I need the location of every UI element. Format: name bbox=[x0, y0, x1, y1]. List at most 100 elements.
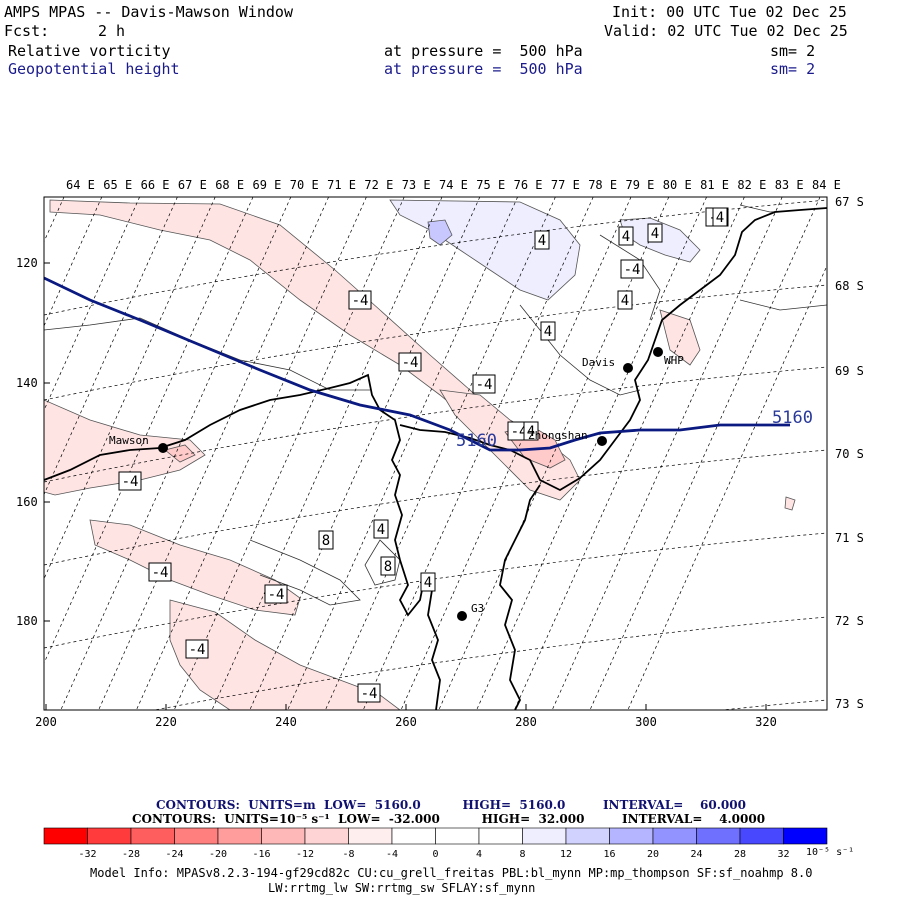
x-tick-label: 220 bbox=[155, 715, 177, 729]
longitude-label: 80 E bbox=[663, 178, 692, 192]
scale-swatch bbox=[43, 827, 88, 845]
longitude-label: 66 E bbox=[141, 178, 170, 192]
latitude-label: 71 S bbox=[835, 531, 864, 545]
field2-name: Geopotential height bbox=[8, 60, 180, 78]
longitude-label: 78 E bbox=[588, 178, 617, 192]
longitude-labels: 64 E 65 E 66 E 67 E 68 E 69 E 70 E 71 E 72 E 73 E… bbox=[66, 178, 841, 192]
svg-text:4: 4 bbox=[527, 424, 535, 440]
x-axis-ticks: 200 220 240 260 280 300 320 bbox=[35, 704, 777, 729]
scale-label: -16 bbox=[252, 849, 270, 860]
longitude-label: 69 E bbox=[253, 178, 282, 192]
x-tick-label: 240 bbox=[275, 715, 297, 729]
scale-label: 28 bbox=[734, 849, 746, 860]
meridian-line bbox=[211, 197, 443, 710]
vorticity-contour-label: 4 bbox=[712, 207, 728, 227]
station-label-mawson: Mawson bbox=[109, 434, 149, 447]
station-label-davis: Davis bbox=[582, 356, 615, 369]
station-label-zhongshan: Zhongshan bbox=[528, 429, 588, 442]
meridian-line bbox=[98, 197, 329, 710]
coastline-lambert bbox=[499, 484, 541, 710]
scale-label: -28 bbox=[122, 849, 140, 860]
scale-label: 32 bbox=[777, 849, 789, 860]
lat-lon-grid bbox=[44, 197, 827, 710]
vorticity-contour-label: -4 bbox=[264, 584, 288, 604]
meridian-line bbox=[627, 264, 827, 710]
meridian-line bbox=[60, 197, 292, 710]
station-dot-davis bbox=[623, 363, 633, 373]
longitude-label: 76 E bbox=[514, 178, 543, 192]
coastline-east bbox=[399, 207, 827, 492]
latitude-label: 69 S bbox=[835, 364, 864, 378]
svg-text:-4: -4 bbox=[402, 355, 419, 371]
scale-swatch bbox=[478, 827, 523, 845]
scale-label: 8 bbox=[519, 849, 525, 860]
scale-swatch bbox=[522, 827, 567, 845]
valid-time: Valid: 02 UTC Tue 02 Dec 25 bbox=[604, 22, 848, 40]
field1-smoothing: sm= 2 bbox=[770, 42, 816, 60]
svg-text:-4: -4 bbox=[352, 293, 369, 309]
longitude-label: 72 E bbox=[364, 178, 393, 192]
meridian-line bbox=[551, 197, 783, 710]
vorticity-contour-label: 8 bbox=[380, 556, 396, 576]
color-scale-bar: -32 -28 -24 -20 -16 -12 -8 -4 0 4 8 12 16 20 24 28 32 10… bbox=[43, 827, 854, 860]
vorticity-contour-label: -4 bbox=[472, 374, 496, 394]
longitude-label: 67 E bbox=[178, 178, 207, 192]
x-tick-label: 300 bbox=[635, 715, 657, 729]
scale-swatch bbox=[87, 827, 132, 845]
station-dot-zhongshan bbox=[597, 436, 607, 446]
contours-height-summary: CONTOURS: UNITS=m LOW= 5160.0 HIGH= 5160… bbox=[156, 798, 746, 812]
meridian-line bbox=[400, 197, 632, 710]
svg-text:4: 4 bbox=[716, 210, 724, 226]
vorticity-contour-label: -4 bbox=[348, 290, 372, 310]
vorticity-contour-label: -4 bbox=[185, 639, 209, 659]
scale-swatch bbox=[217, 827, 262, 845]
svg-text:-4: -4 bbox=[122, 474, 139, 490]
field2-smoothing: sm= 2 bbox=[770, 60, 816, 78]
scale-label: 16 bbox=[603, 849, 615, 860]
svg-text:4: 4 bbox=[377, 522, 385, 538]
scale-label: -12 bbox=[296, 849, 314, 860]
svg-text:-4: -4 bbox=[361, 686, 378, 702]
scale-label: 20 bbox=[647, 849, 659, 860]
longitude-label: 64 E bbox=[66, 178, 95, 192]
svg-text:4: 4 bbox=[622, 229, 630, 245]
latitude-labels: 67 S 68 S 69 S 70 S 71 S 72 S 73 S bbox=[835, 195, 864, 711]
latitude-label: 70 S bbox=[835, 447, 864, 461]
longitude-label: 68 E bbox=[215, 178, 244, 192]
vorticity-contour-label: -4 bbox=[357, 683, 381, 703]
height-label: 5160 bbox=[772, 408, 813, 428]
vorticity-contour-label: -4 bbox=[620, 259, 644, 279]
svg-text:8: 8 bbox=[384, 559, 392, 575]
vorticity-contour-label: 4 bbox=[617, 290, 633, 310]
scale-label: -24 bbox=[165, 849, 183, 860]
scale-label: 0 bbox=[432, 849, 438, 860]
svg-text:-4: -4 bbox=[476, 377, 493, 393]
scale-label: 4 bbox=[476, 849, 482, 860]
longitude-label: 82 E bbox=[737, 178, 766, 192]
vorticity-contour-label: 8 bbox=[318, 530, 334, 550]
svg-text:4: 4 bbox=[538, 233, 546, 249]
longitude-label: 83 E bbox=[775, 178, 804, 192]
scale-label: -4 bbox=[386, 849, 398, 860]
scale-label: -8 bbox=[342, 849, 354, 860]
svg-text:-4: -4 bbox=[268, 587, 285, 603]
vorticity-contour-label: 4 bbox=[523, 421, 539, 441]
meridian-line bbox=[438, 197, 670, 710]
scale-swatch bbox=[609, 827, 654, 845]
field1-name: Relative vorticity bbox=[8, 42, 171, 60]
meridian-line bbox=[589, 197, 821, 710]
longitude-label: 75 E bbox=[476, 178, 505, 192]
svg-text:-4: -4 bbox=[189, 642, 206, 658]
scale-swatch bbox=[261, 827, 306, 845]
vorticity-labels: -4-4-4-4-4-4-4-4-4-4-844444488444 bbox=[118, 207, 729, 703]
init-time: Init: 00 UTC Tue 02 Dec 25 bbox=[612, 3, 847, 21]
longitude-label: 70 E bbox=[290, 178, 319, 192]
contours-vorticity-summary: CONTOURS: UNITS=10⁻⁵ s⁻¹ LOW= -32.000 HI… bbox=[132, 812, 766, 826]
vorticity-contour-label: -4 bbox=[118, 471, 142, 491]
x-tick-label: 280 bbox=[515, 715, 537, 729]
scale-swatch bbox=[739, 827, 784, 845]
station-markers: Mawson Davis WHP Zhongshan G3 bbox=[109, 347, 684, 621]
map-title: AMPS MPAS -- Davis-Mawson Window bbox=[4, 3, 293, 21]
scale-swatch bbox=[348, 827, 393, 845]
map-frame bbox=[43, 196, 828, 711]
